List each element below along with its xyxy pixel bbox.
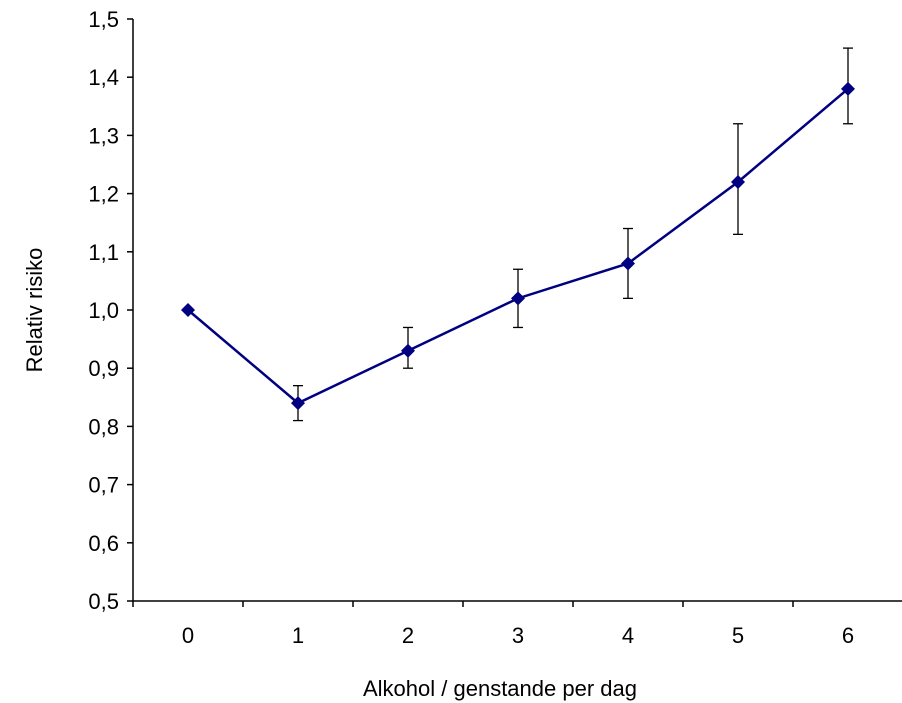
x-axis-title: Alkohol / genstande per dag: [363, 676, 637, 701]
x-tick-label: 3: [512, 623, 524, 648]
y-tick-label: 0,9: [88, 356, 119, 381]
y-tick-label: 1,0: [88, 298, 119, 323]
series-line: [187, 87, 849, 405]
y-tick-label: 1,3: [88, 123, 119, 148]
data-point: [511, 291, 525, 306]
y-tick-label: 1,5: [88, 7, 119, 32]
data-point: [291, 396, 305, 411]
y-tick-label: 0,8: [88, 414, 119, 439]
data-point: [841, 81, 855, 96]
x-tick-label: 1: [292, 623, 304, 648]
y-tick-label: 1,2: [88, 182, 119, 207]
y-tick-label: 0,6: [88, 531, 119, 556]
x-tick-label: 5: [732, 623, 744, 648]
data-point: [731, 174, 745, 189]
x-tick-label: 4: [622, 623, 634, 648]
x-ticks: 0 1 2 3 4 5 6: [132, 601, 854, 648]
y-tick-label: 0,5: [88, 589, 119, 614]
x-tick-label: 0: [182, 623, 194, 648]
data-point: [621, 256, 635, 271]
y-tick-label: 0,7: [88, 473, 119, 498]
series-group: [181, 81, 855, 411]
y-axis-title: Relativ risiko: [22, 248, 47, 373]
y-tick-label: 1,1: [88, 240, 119, 265]
data-point: [181, 303, 195, 317]
data-point: [401, 343, 415, 358]
y-tick-label: 1,4: [88, 65, 119, 90]
x-tick-label: 2: [402, 623, 414, 648]
x-tick-label: 6: [842, 623, 854, 648]
y-ticks: 0,5 0,6 0,7 0,8 0,9 1,0 1,1 1,2 1,3 1,4 1,5: [88, 7, 133, 614]
